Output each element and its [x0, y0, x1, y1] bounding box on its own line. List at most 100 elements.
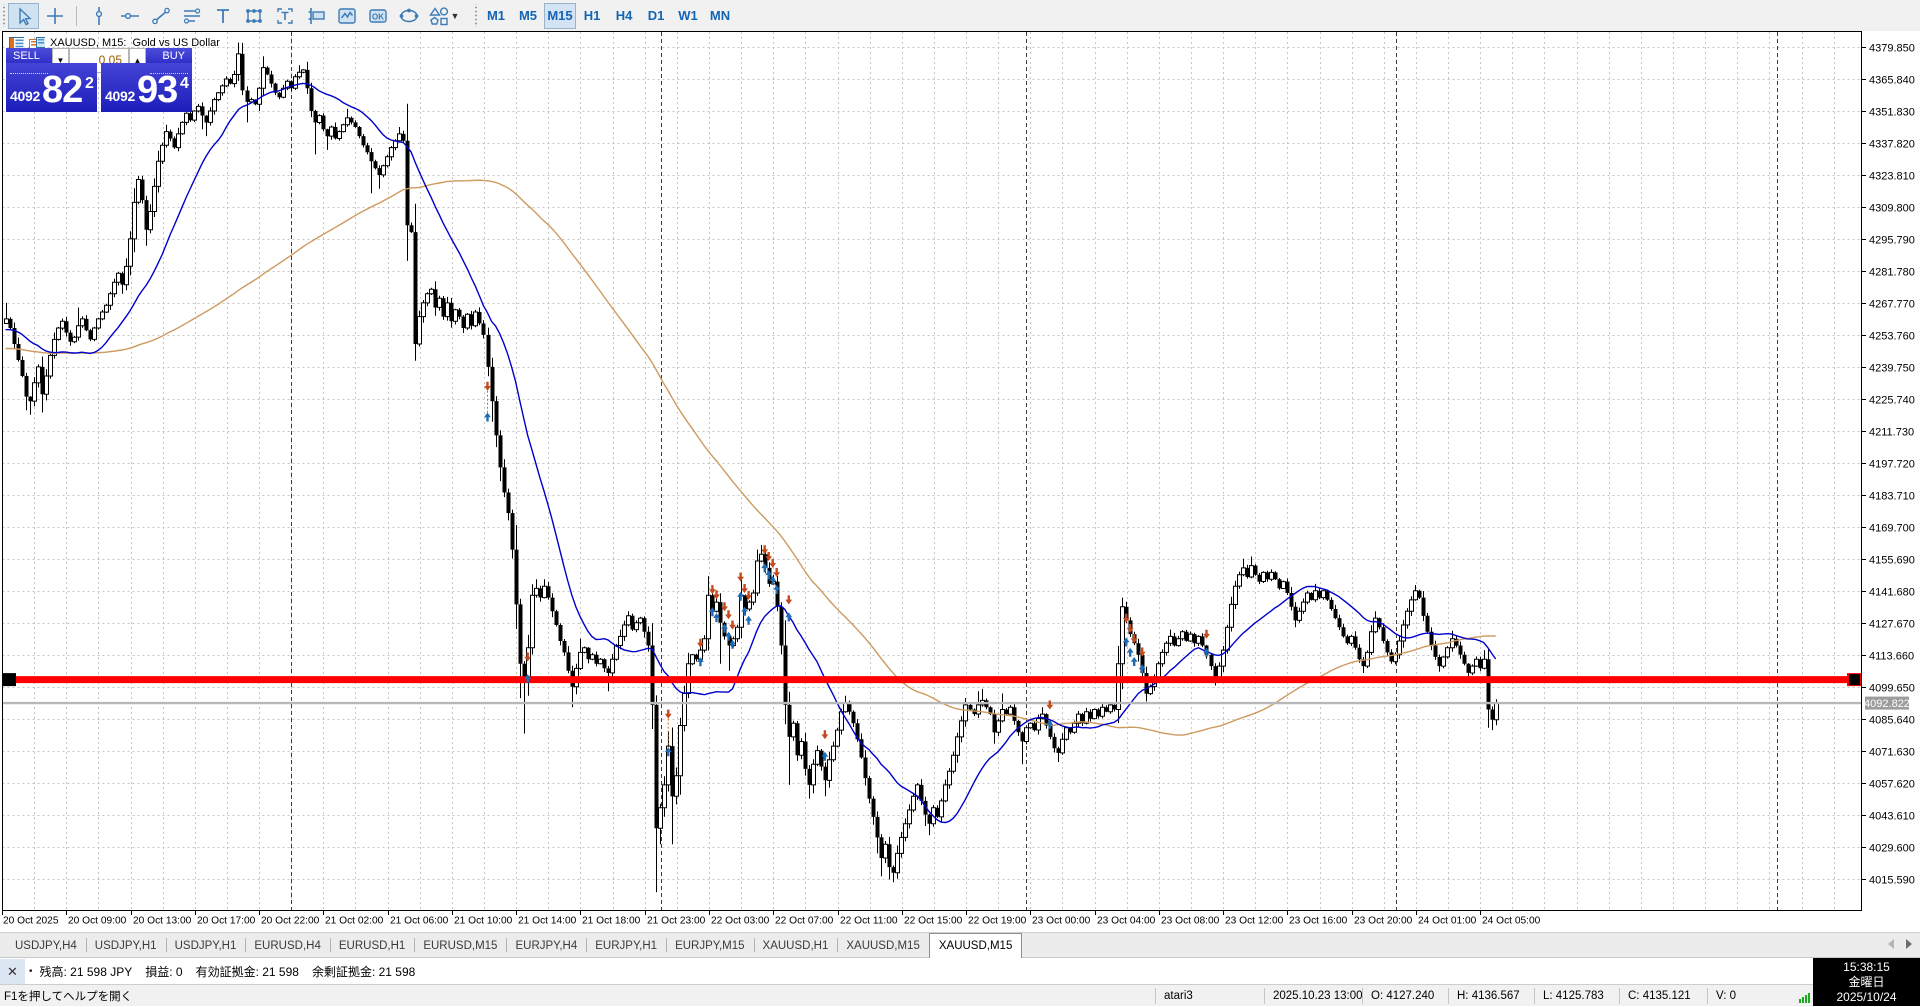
svg-text:4211.730: 4211.730 [1869, 427, 1914, 439]
toolbar-grip-timeframes[interactable] [473, 4, 478, 27]
shapes-group-icon-button[interactable]: ▼ [424, 3, 464, 29]
chart-tab-usdjpy-h1[interactable]: USDJPY,H1 [86, 933, 167, 958]
sell-arrow-icon [773, 568, 781, 577]
account-info-0: 残高: 21 598 JPY [39, 964, 133, 979]
dropdown-caret-icon: ▼ [450, 10, 460, 21]
ellipse-shape-icon-button[interactable] [393, 3, 424, 29]
svg-text:22 Oct 03:00: 22 Oct 03:00 [711, 916, 770, 927]
chart-tab-eurjpy-h4[interactable]: EURJPY,H4 [506, 933, 588, 958]
vertical-line-icon-button[interactable] [83, 3, 114, 29]
status-cell-account: atari3 [1155, 988, 1264, 1004]
object-group-icon-button[interactable] [300, 3, 331, 29]
buy-arrow-icon [709, 607, 716, 617]
svg-text:4197.720: 4197.720 [1869, 459, 1915, 471]
price-chart[interactable]: 4379.850 4365.840 4351.830 4337.820 4323.810… [0, 31, 1920, 932]
sell-arrow-icon [761, 545, 769, 555]
chart-tab-eurjpy-m15[interactable]: EURJPY,M15 [666, 933, 755, 958]
svg-text:4099.650: 4099.650 [1869, 683, 1915, 695]
status-cell-volume: V: 0 [1707, 988, 1798, 1004]
crosshair-icon-button[interactable] [39, 3, 70, 29]
sell-button[interactable]: SELL [6, 48, 52, 63]
y-axis-ticks [1862, 47, 1866, 880]
timeframe-m1-button[interactable]: M1 [486, 8, 506, 23]
sell-arrow-icon [484, 381, 491, 391]
buy-button[interactable]: BUY [146, 48, 192, 63]
svg-text:4351.830: 4351.830 [1869, 107, 1915, 119]
text-icon-button[interactable] [207, 3, 238, 29]
y-axis-labels[interactable]: 4379.850 4365.840 4351.830 4337.820 4323.810… [1869, 43, 1915, 887]
buy-arrow-icon [484, 412, 491, 422]
chart-window: 4379.850 4365.840 4351.830 4337.820 4323.810… [0, 31, 1920, 932]
svg-text:21 Oct 06:00: 21 Oct 06:00 [390, 916, 449, 927]
sell-arrow-icon [1203, 629, 1210, 639]
tab-scroll-right-icon[interactable] [1906, 939, 1912, 949]
buy-arrow-icon [773, 585, 781, 594]
indicator-window-icon-button[interactable] [331, 3, 362, 29]
red-line-right-handle[interactable] [1849, 674, 1860, 686]
buy-arrow-icon [524, 674, 532, 684]
chart-grid [2, 32, 1862, 911]
horizontal-line-icon-button[interactable] [114, 3, 145, 29]
buy-arrow-icon [1122, 637, 1130, 647]
expert-ok-icon-button[interactable]: OK [362, 3, 393, 29]
chart-tab-eurjpy-h1[interactable]: EURJPY,H1 [586, 933, 668, 958]
sell-arrow-icon [769, 558, 777, 568]
horizontal-line-icon [120, 12, 139, 19]
timeframe-mn-button[interactable]: MN [709, 8, 731, 23]
chart-tab-eurusd-h1[interactable]: EURUSD,H1 [330, 933, 416, 958]
chart-tab-usdjpy-h1[interactable]: USDJPY,H1 [166, 933, 247, 958]
svg-text:21 Oct 23:00: 21 Oct 23:00 [647, 916, 706, 927]
text-label-icon-button[interactable] [269, 3, 300, 29]
trendline-icon-button[interactable] [145, 3, 176, 29]
timeframe-w1-button[interactable]: W1 [678, 8, 698, 23]
svg-text:20 Oct 17:00: 20 Oct 17:00 [197, 916, 256, 927]
close-info-bar-button[interactable]: ✕ [0, 959, 25, 984]
cursor-icon-button[interactable] [8, 2, 39, 29]
bid-price-pips: 2 [85, 75, 94, 92]
chart-tab-xauusd-m15[interactable]: XAUUSD,M15 [928, 933, 1023, 958]
chart-tab-eurusd-h4[interactable]: EURUSD,H4 [245, 933, 331, 958]
equidistant-channel-icon-button[interactable] [176, 3, 207, 29]
timeframe-m15-button[interactable]: M15 [544, 2, 576, 29]
chart-tab-xauusd-h1[interactable]: XAUUSD,H1 [754, 933, 839, 958]
chart-tab-usdjpy-h4[interactable]: USDJPY,H4 [6, 933, 87, 958]
buy-arrow-icon [769, 575, 777, 585]
tab-scroll-left-icon[interactable] [1888, 939, 1894, 949]
chart-tab-eurusd-m15[interactable]: EURUSD,M15 [414, 933, 508, 958]
chart-tab-xauusd-m15[interactable]: XAUUSD,M15 [837, 933, 930, 958]
connection-signal-icon [1799, 993, 1811, 1003]
buy-arrow-icon [737, 591, 745, 601]
bid-price-big: 82 [42, 69, 83, 111]
timeframe-d1-button[interactable]: D1 [647, 8, 665, 23]
red-line-left-handle[interactable] [3, 673, 16, 687]
one-click-trading-panel: SELL ▼ 0.05 ▲ BUY 4092 82 2 4092 93 4 [6, 48, 192, 112]
bid-price-main: 4092 [10, 88, 40, 104]
ask-price-box[interactable]: 4092 93 4 [101, 63, 192, 112]
timeframe-h1-button[interactable]: H1 [583, 8, 601, 23]
svg-text:23 Oct 08:00: 23 Oct 08:00 [1161, 916, 1220, 927]
buy-arrow-icon [1046, 719, 1054, 729]
svg-text:4071.630: 4071.630 [1869, 747, 1915, 759]
bid-price-axis-box [1865, 696, 1909, 710]
svg-text:OK: OK [372, 12, 384, 21]
trendline-icon [151, 7, 170, 24]
bearish-candle-bodies [8, 53, 1495, 873]
sell-arrow-icon [713, 590, 720, 600]
clock-overlay: 15:38:15 金曜日 2025/10/24 [1813, 958, 1920, 1006]
svg-text:23 Oct 04:00: 23 Oct 04:00 [1097, 916, 1156, 927]
timeframe-h4-button[interactable]: H4 [615, 8, 633, 23]
x-axis-labels[interactable]: 20 Oct 2025 20 Oct 09:00 20 Oct 13:00 20 Oc… [3, 916, 1541, 927]
timeframe-m5-button[interactable]: M5 [518, 8, 538, 23]
rectangle-shape-icon [245, 8, 262, 23]
status-cell-datetime: 2025.10.23 13:00 [1264, 988, 1362, 1004]
bid-price-box[interactable]: 4092 82 2 [6, 63, 97, 112]
toolbar-grip[interactable] [1, 4, 6, 27]
svg-text:4323.810: 4323.810 [1869, 171, 1915, 183]
account-info-2: 有効証拠金: 21 598 [195, 964, 299, 979]
buy-arrow-icon [785, 612, 793, 622]
rectangle-shape-icon-button[interactable] [238, 3, 269, 29]
svg-text:22 Oct 11:00: 22 Oct 11:00 [840, 916, 898, 927]
svg-text:21 Oct 18:00: 21 Oct 18:00 [582, 916, 641, 927]
buy-arrow-icon [741, 606, 749, 616]
svg-text:4267.770: 4267.770 [1869, 299, 1915, 311]
